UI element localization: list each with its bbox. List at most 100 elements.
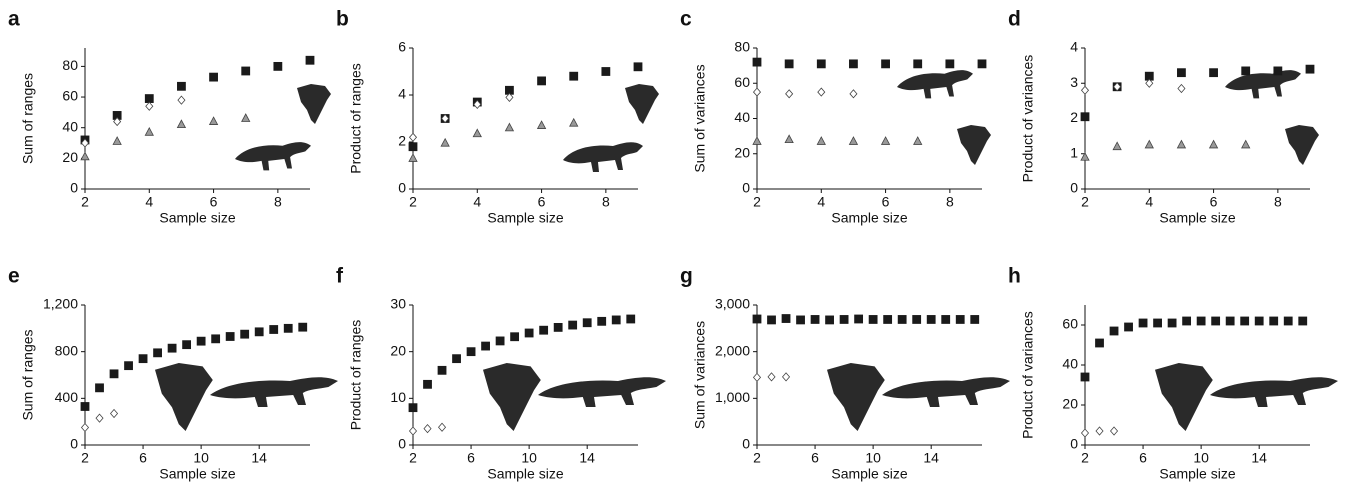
square-marker [1241, 66, 1251, 76]
square-marker [1269, 316, 1279, 326]
square-marker [437, 365, 447, 375]
diamond-marker [785, 89, 794, 99]
triangle-marker [440, 137, 450, 147]
triangle-marker [1112, 141, 1122, 151]
square-marker [597, 316, 607, 326]
x-axis-label: Sample size [831, 466, 907, 482]
diamond-marker [1113, 82, 1122, 92]
diamond-marker [1177, 83, 1186, 94]
x-tick-label: 10 [865, 450, 881, 466]
x-tick-label: 6 [467, 450, 475, 466]
triangle-marker [816, 136, 826, 145]
square-marker [1109, 326, 1119, 336]
diamond-marker [408, 426, 418, 436]
square-marker [537, 76, 546, 86]
x-tick-label: 2 [409, 450, 417, 466]
diamond-marker [423, 424, 432, 434]
y-tick-label: 2 [1070, 109, 1078, 125]
square-marker [810, 315, 820, 324]
square-marker [752, 314, 762, 324]
square-marker [767, 315, 776, 325]
square-marker [601, 67, 611, 76]
y-tick-label: 0 [70, 436, 78, 452]
y-tick-label: 10 [390, 389, 406, 405]
x-tick-label: 8 [602, 194, 610, 210]
y-tick-label: 2 [398, 133, 406, 149]
triangle-marker [1208, 139, 1219, 149]
triangle-marker [848, 136, 859, 145]
x-tick-label: 6 [538, 194, 546, 210]
square-marker [283, 323, 293, 333]
square-marker [254, 327, 264, 337]
panel-label: f [336, 265, 344, 288]
square-marker [881, 59, 890, 69]
triangle-marker [241, 113, 251, 122]
diamond-marker [782, 372, 791, 382]
triangle-marker [176, 119, 187, 129]
panel-label: d [1008, 8, 1021, 31]
y-tick-label: 40 [1062, 356, 1078, 372]
silhouettes [827, 363, 1010, 431]
square-marker [109, 369, 119, 379]
square-marker [1209, 68, 1218, 78]
square-marker [849, 59, 858, 69]
diamond-marker [817, 87, 826, 97]
square-marker [1080, 372, 1090, 382]
triangle-marker [408, 153, 418, 162]
diamond-marker [113, 116, 122, 127]
triangle-marker [504, 122, 515, 132]
x-tick-label: 2 [753, 450, 761, 466]
diamond-marker [767, 372, 776, 382]
diamond-marker [1095, 426, 1104, 436]
x-axis-label: Sample size [831, 210, 907, 226]
x-tick-label: 4 [817, 194, 825, 210]
square-marker [796, 315, 805, 325]
y-tick-label: 1,000 [715, 389, 750, 405]
y-axis-label: Sum of variances [692, 64, 708, 172]
y-tick-label: 40 [734, 109, 750, 125]
x-tick-label: 6 [811, 450, 819, 466]
square-marker [225, 332, 235, 341]
continent-silhouette [297, 84, 331, 124]
x-axis-label: Sample size [159, 466, 235, 482]
y-tick-label: 0 [398, 436, 406, 452]
square-marker [941, 315, 951, 324]
square-marker [495, 336, 505, 346]
panel-label: e [8, 265, 20, 288]
square-marker [568, 320, 578, 330]
diamond-marker [95, 413, 104, 423]
square-marker [839, 315, 849, 324]
diamond-marker [1080, 85, 1090, 95]
panel-label: a [8, 8, 20, 31]
continent-silhouette [1155, 363, 1213, 431]
square-marker [80, 402, 90, 411]
square-marker [539, 325, 549, 335]
diamond-marker [1145, 78, 1154, 88]
continent-silhouette [483, 363, 541, 431]
triangle-marker [472, 128, 482, 138]
x-tick-label: 8 [1274, 194, 1282, 210]
square-marker [182, 340, 192, 350]
continent-silhouette [827, 363, 885, 431]
square-marker [241, 66, 251, 76]
x-tick-label: 10 [1193, 450, 1209, 466]
dinosaur-silhouette [897, 70, 973, 99]
silhouettes [1225, 70, 1319, 165]
triangle-marker [536, 120, 547, 129]
silhouettes [563, 84, 659, 172]
square-marker [1298, 316, 1308, 326]
square-marker [1080, 112, 1090, 122]
y-tick-label: 6 [398, 39, 406, 55]
triangle-marker [1241, 139, 1251, 149]
square-marker [926, 315, 936, 324]
square-marker [1182, 316, 1192, 326]
continent-silhouette [625, 84, 659, 124]
x-tick-label: 6 [1210, 194, 1218, 210]
square-marker [1240, 316, 1250, 326]
square-marker [95, 383, 104, 393]
square-marker [633, 62, 643, 72]
y-tick-label: 3,000 [715, 296, 750, 312]
diamond-marker [80, 422, 90, 433]
square-marker [913, 59, 923, 69]
x-tick-label: 2 [753, 194, 761, 210]
